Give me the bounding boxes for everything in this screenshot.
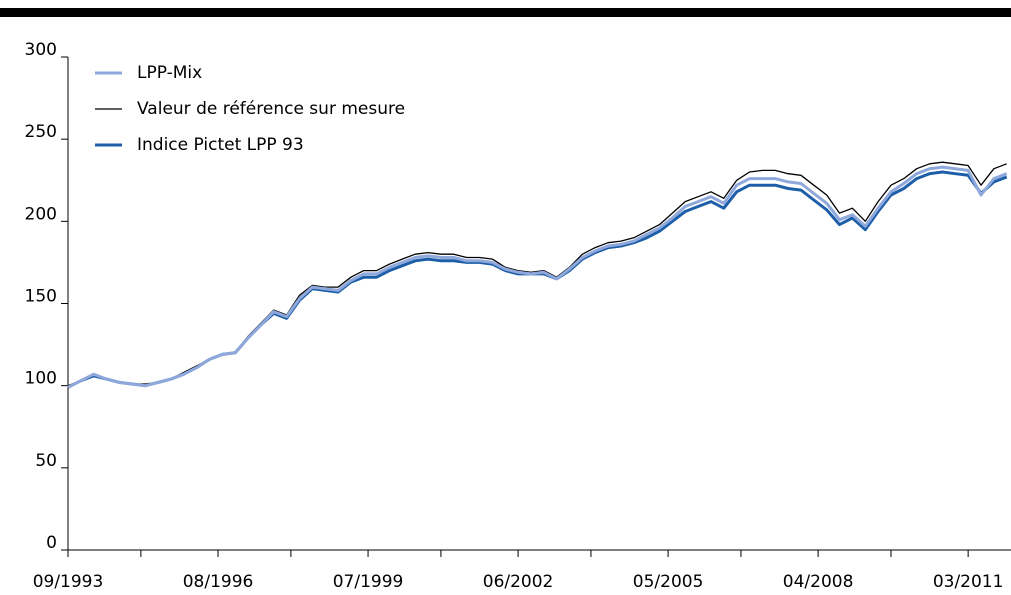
x-tick-label: 08/1996 [183,572,254,592]
y-tick-label: 300 [25,40,57,60]
y-tick-label: 150 [25,287,57,307]
y-tick-label: 50 [35,451,57,471]
legend-label: Indice Pictet LPP 93 [137,135,304,155]
x-tick-label: 03/2011 [933,572,1004,592]
y-tick-label: 0 [46,533,57,553]
x-tick-label: 05/2005 [633,572,704,592]
y-tick-label: 100 [25,369,57,389]
y-tick-label: 250 [25,122,57,142]
y-tick-label: 200 [25,204,57,224]
top-bar [0,8,1011,17]
x-tick-label: 07/1999 [333,572,404,592]
legend-label: Valeur de référence sur mesure [137,99,405,119]
legend-label: LPP-Mix [137,63,202,83]
x-tick-label: 04/2008 [783,572,854,592]
series-line [67,170,1008,389]
x-tick-label: 06/2002 [483,572,554,592]
series-line [67,165,1008,389]
x-tick-label: 09/1993 [33,572,104,592]
